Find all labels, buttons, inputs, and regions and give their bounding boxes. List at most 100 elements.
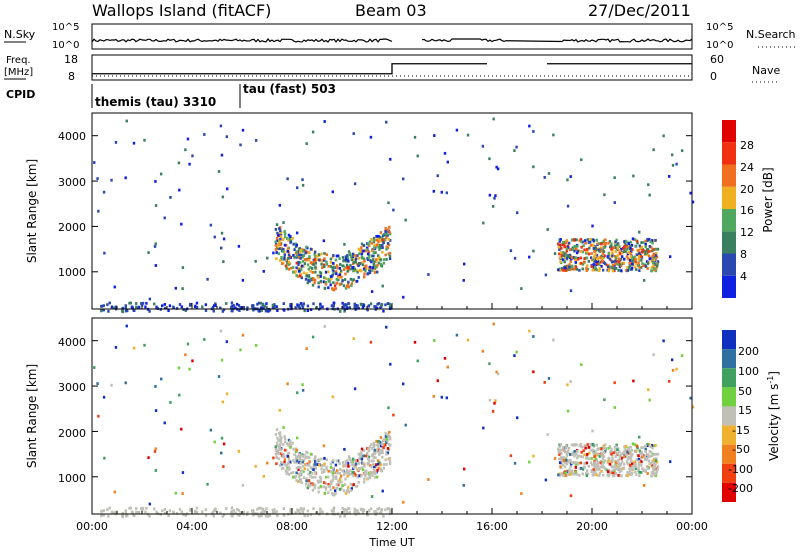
power-cell [638, 230, 641, 234]
velocity-cell [608, 471, 611, 475]
power-cell [302, 265, 305, 268]
velocity-cell [252, 509, 255, 513]
velocity-cell [315, 511, 318, 515]
power-cell [325, 262, 329, 266]
power-cell [147, 251, 150, 255]
velocity-cell [413, 340, 417, 344]
noise-right-label: N.Search [746, 28, 796, 41]
velocity-cell [340, 480, 343, 484]
velocity-cell [349, 482, 353, 486]
power-cell [262, 269, 265, 273]
power-cell [342, 258, 346, 262]
velocity-cell [213, 440, 216, 444]
velocity-cell [381, 489, 384, 493]
velocity-cell [346, 474, 349, 478]
velocity-cell [302, 458, 306, 462]
velocity-cell [580, 445, 583, 449]
power-cell [222, 308, 226, 312]
velocity-cell [350, 463, 354, 467]
velocity-cell [154, 409, 158, 412]
velocity-cell [509, 454, 513, 458]
power-cell [293, 255, 296, 259]
velocity-cell [273, 508, 276, 511]
velocity-cell [311, 488, 315, 492]
power-cell [154, 204, 158, 207]
velocity-cell [562, 459, 566, 463]
power-cell [427, 273, 430, 276]
power-cell [566, 254, 569, 258]
velocity-cell [336, 471, 339, 475]
velocity-cell [163, 508, 167, 511]
velocity-cell [295, 471, 298, 475]
velocity-cell [623, 445, 626, 448]
power-cell [349, 264, 352, 267]
velocity-cell [569, 494, 573, 498]
velocity-cell [601, 473, 605, 477]
velocity-cell [225, 340, 229, 344]
velocity-colorbar-segment [722, 368, 736, 388]
velocity-cell [310, 483, 314, 487]
power-cell [582, 260, 586, 264]
velocity-cell [583, 462, 586, 466]
power-cell [352, 261, 355, 264]
velocity-cell [355, 474, 358, 477]
velocity-cell [309, 513, 313, 517]
velocity-cell [316, 479, 320, 483]
power-cell [341, 279, 344, 283]
power-cell [276, 245, 280, 248]
cpid-panel: CPID themis (tau) 3310 tau (fast) 503 [6, 82, 336, 109]
power-cell [329, 257, 333, 261]
velocity-cell [257, 506, 261, 510]
power-cell [217, 170, 221, 173]
velocity-cell [327, 482, 330, 486]
power-cell [286, 177, 289, 181]
power-cell [346, 254, 349, 257]
velocity-cell [594, 457, 597, 461]
velocity-cell [348, 511, 352, 514]
power-cell [254, 139, 258, 142]
velocity-cell [309, 452, 313, 456]
power-cell [242, 305, 245, 309]
power-cell [377, 237, 381, 241]
power-cell [148, 309, 151, 313]
power-cell [634, 258, 637, 261]
velocity-cell [590, 470, 593, 473]
velocity-cell [360, 447, 364, 451]
velocity-cell [576, 462, 580, 466]
power-cell [300, 264, 304, 268]
velocity-cell [350, 472, 353, 476]
velocity-cell [344, 491, 348, 495]
velocity-cell [280, 452, 283, 455]
velocity-cell [206, 482, 209, 486]
velocity-cell [366, 461, 369, 465]
power-cell [356, 304, 359, 308]
power-cell [607, 252, 610, 255]
power-cell [635, 268, 638, 271]
power-cell [306, 281, 309, 285]
power-cell [324, 281, 328, 284]
velocity-cell [646, 453, 650, 457]
velocity-cell [163, 511, 167, 515]
power-cell [370, 238, 373, 241]
power-cell [350, 282, 354, 286]
power-cell [316, 274, 320, 278]
power-cell [377, 302, 381, 305]
noise-right-tick-bottom: 10^0 [706, 40, 733, 51]
power-cell [689, 191, 692, 195]
velocity-cell [644, 469, 648, 473]
power-cell [308, 255, 311, 259]
power-cell [167, 309, 170, 313]
velocity-cell [634, 465, 637, 468]
power-cell [181, 287, 184, 290]
power-cell [311, 283, 315, 287]
velocity-cell [378, 440, 382, 444]
velocity-cell [294, 511, 297, 515]
power-cell [363, 258, 366, 261]
velocity-cell [373, 465, 376, 469]
velocity-cell [589, 445, 592, 449]
velocity-cell [560, 472, 564, 475]
power-cell [586, 238, 589, 241]
power-cell [299, 302, 303, 305]
velocity-cell [655, 460, 659, 464]
power-cell [132, 308, 135, 312]
